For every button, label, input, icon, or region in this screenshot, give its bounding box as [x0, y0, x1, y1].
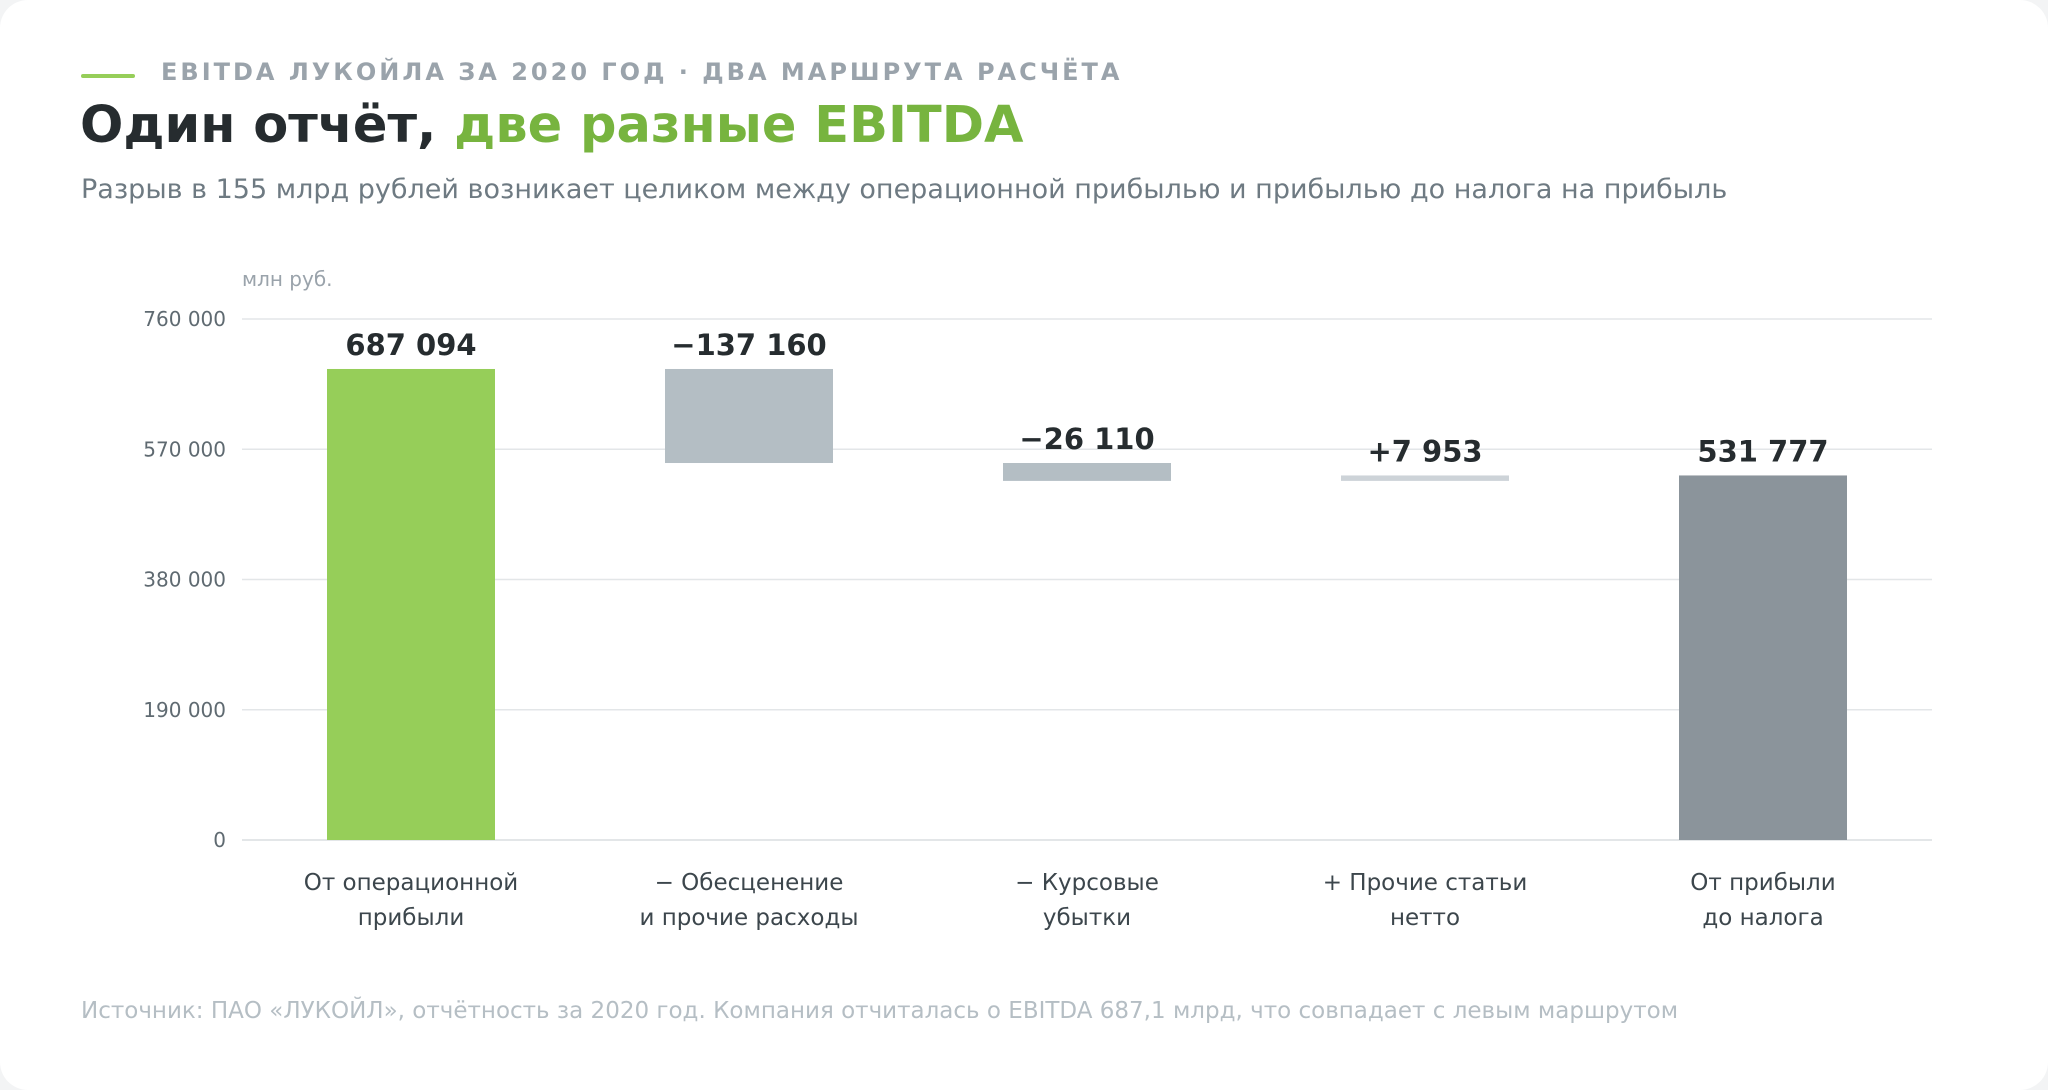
kicker-accent-line: [81, 74, 135, 78]
bar-value-label: −137 160: [671, 328, 826, 362]
title-main: Один отчёт,: [80, 96, 455, 155]
y-tick-label: 190 000: [143, 698, 226, 722]
bar-5: [1679, 475, 1847, 840]
bar-2: [665, 368, 833, 464]
y-tick-label: 0: [213, 828, 226, 852]
category-label: + Прочие статьи: [1323, 870, 1528, 896]
bar-value-label: +7 953: [1367, 434, 1482, 468]
bar-value-label: 687 094: [345, 328, 476, 362]
category-label: убытки: [1043, 905, 1131, 931]
y-tick-label: 760 000: [143, 307, 226, 331]
bar-value-label: 531 777: [1697, 434, 1828, 468]
category-label: и прочие расходы: [639, 905, 858, 931]
page-subtitle: Разрыв в 155 млрд рублей возникает целик…: [81, 174, 1728, 205]
category-label: до налога: [1702, 905, 1823, 931]
category-label: нетто: [1390, 905, 1460, 931]
category-label: От операционной: [304, 870, 519, 896]
category-label: − Обесценение: [655, 870, 844, 896]
bar-3: [1003, 463, 1171, 481]
bar-layer: [327, 368, 1847, 840]
category-label: − Курсовые: [1015, 870, 1159, 896]
bar-4: [1341, 475, 1509, 481]
y-tick-label: 570 000: [143, 437, 226, 461]
bar-1: [327, 368, 495, 840]
kicker-text: EBITDA ЛУКОЙЛА ЗА 2020 ГОД · ДВА МАРШРУТ…: [161, 58, 1123, 86]
category-label: прибыли: [358, 905, 465, 931]
grid-layer: [242, 318, 1932, 841]
y-unit-label: млн руб.: [242, 267, 333, 291]
page-title: Один отчёт, две разные EBITDA: [80, 96, 1024, 155]
title-accent: две разные EBITDA: [454, 96, 1024, 155]
category-label: От прибыли: [1690, 870, 1835, 896]
source-footnote: Источник: ПАО «ЛУКОЙЛ», отчётность за 20…: [81, 998, 1679, 1024]
y-tick-label: 380 000: [143, 568, 226, 592]
label-layer: млн руб. 0 190 000 380 000 570 000 760 000 687…: [143, 267, 1835, 931]
bar-value-label: −26 110: [1019, 422, 1154, 456]
